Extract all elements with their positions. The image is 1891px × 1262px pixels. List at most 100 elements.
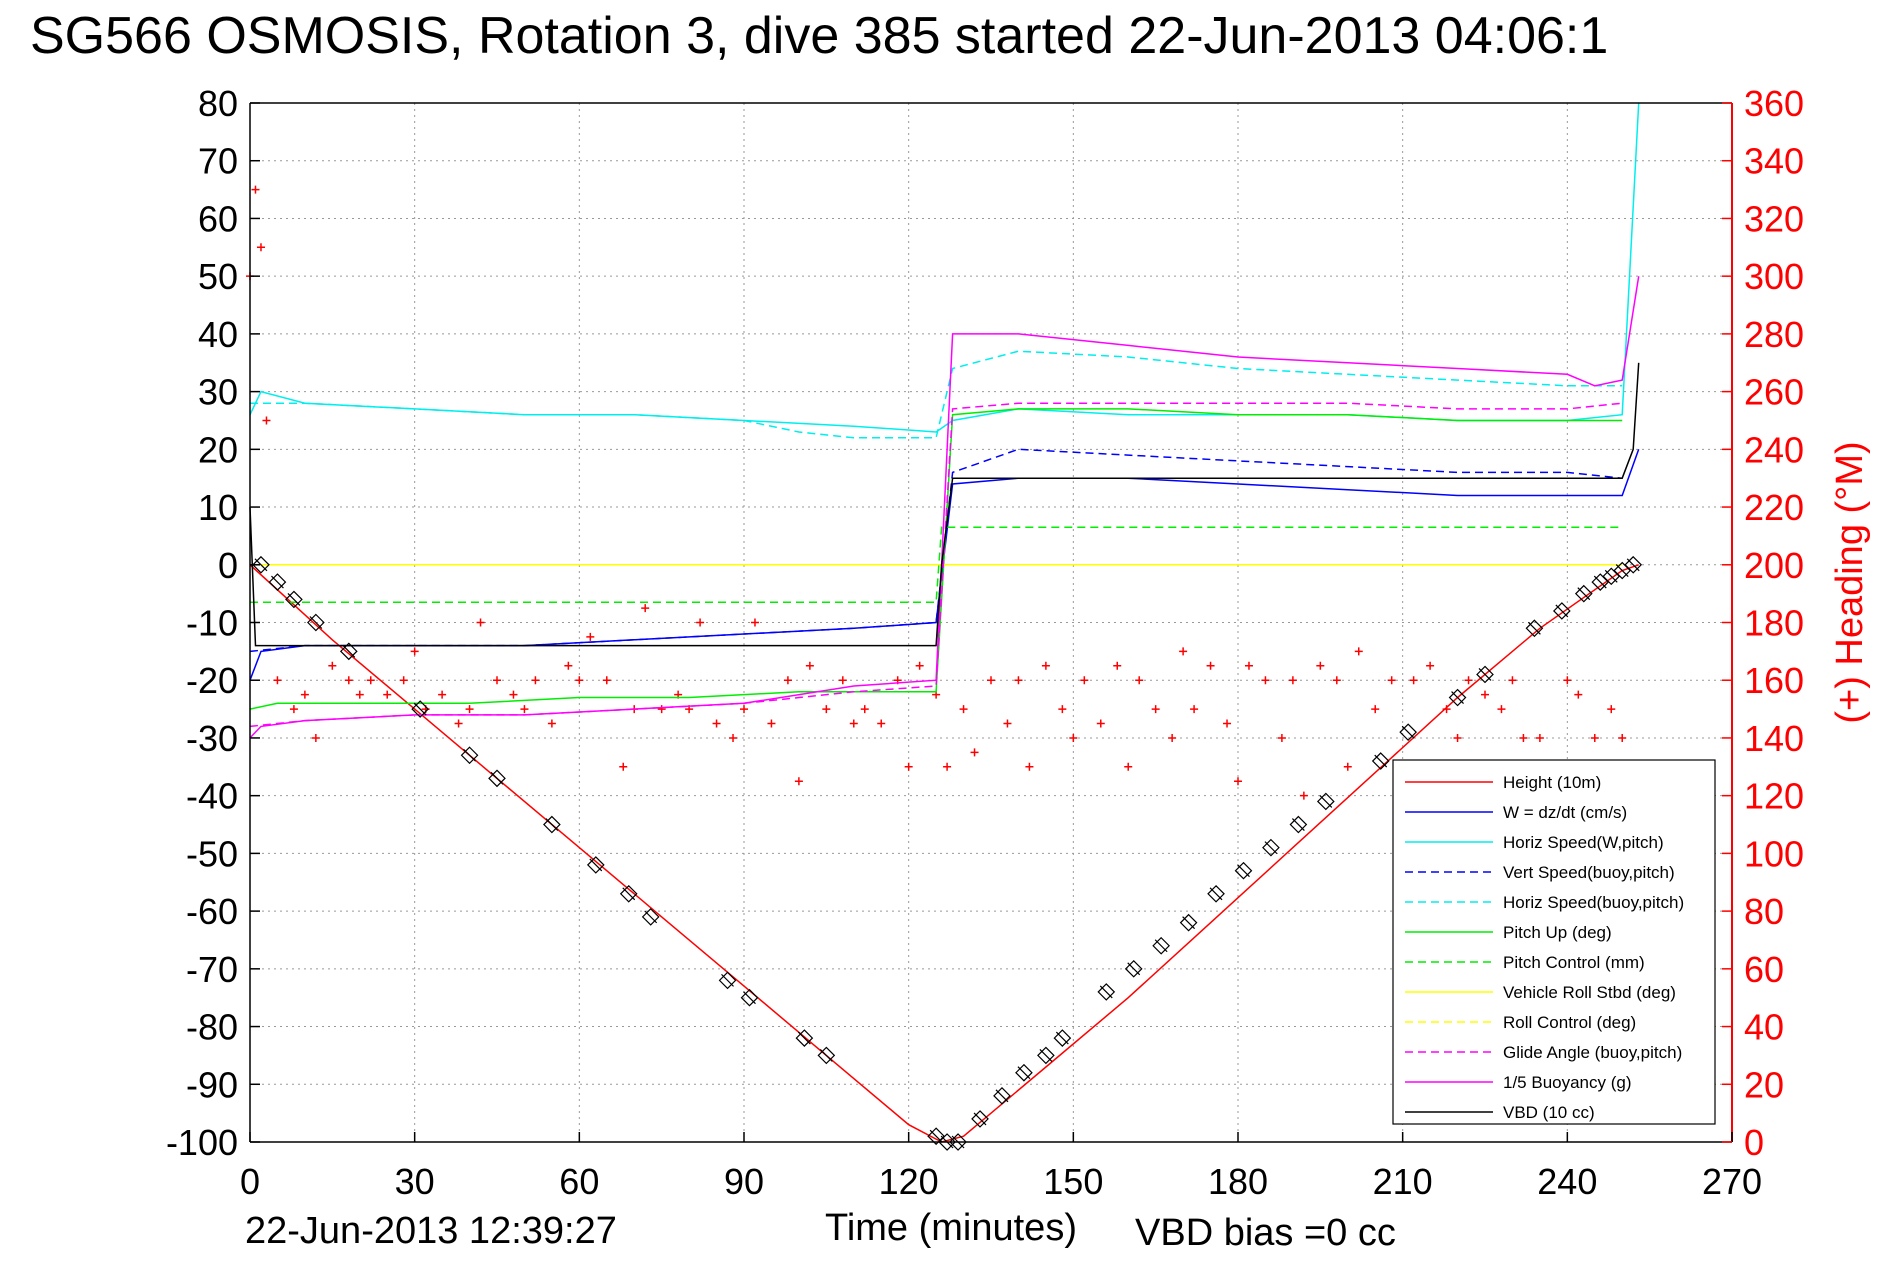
legend-label: Vert Speed(buoy,pitch) xyxy=(1503,863,1675,882)
heading-point xyxy=(1223,719,1232,728)
series-line xyxy=(250,526,1623,604)
heading-point xyxy=(805,661,814,670)
height-sample-marker xyxy=(619,884,638,903)
heading-point xyxy=(251,185,260,194)
heading-point xyxy=(531,676,540,685)
y-right-tick-label: 280 xyxy=(1744,314,1804,355)
heading-point xyxy=(1590,733,1599,742)
heading-point xyxy=(1464,676,1473,685)
y-tick-label: -40 xyxy=(186,776,238,817)
heading-point xyxy=(1124,762,1133,771)
legend-label: Pitch Control (mm) xyxy=(1503,953,1645,972)
y-right-tick-label: 240 xyxy=(1744,429,1804,470)
height-sample-marker xyxy=(740,988,759,1007)
heading-point xyxy=(767,719,776,728)
y-right-tick-label: 180 xyxy=(1744,603,1804,644)
heading-point xyxy=(328,661,337,670)
y-right-tick-label: 140 xyxy=(1744,718,1804,759)
heading-point xyxy=(1277,733,1286,742)
height-sample-marker xyxy=(1399,723,1418,742)
heading-point xyxy=(1508,676,1517,685)
x-tick-label: 30 xyxy=(395,1161,435,1202)
heading-point xyxy=(602,676,611,685)
y-tick-label: -50 xyxy=(186,833,238,874)
legend-box xyxy=(1392,759,1716,1125)
height-sample-marker xyxy=(1097,983,1116,1001)
legend-label: Pitch Up (deg) xyxy=(1503,923,1612,942)
heading-point xyxy=(1244,661,1253,670)
y-right-tick-label: 300 xyxy=(1744,256,1804,297)
heading-point xyxy=(454,719,463,728)
heading-point xyxy=(877,719,886,728)
x-tick-label: 90 xyxy=(724,1161,764,1202)
heading-point xyxy=(1096,719,1105,728)
heading-point xyxy=(1113,661,1122,670)
y-right-tick-label: 40 xyxy=(1744,1007,1784,1048)
y-tick-label: -70 xyxy=(186,949,238,990)
heading-point xyxy=(1316,661,1325,670)
y-tick-label: 60 xyxy=(198,198,238,239)
y-tick-label: 70 xyxy=(198,141,238,182)
heading-point xyxy=(1607,705,1616,714)
heading-point xyxy=(289,705,298,714)
height-sample-marker xyxy=(1262,838,1280,857)
heading-point xyxy=(344,676,353,685)
x-tick-label: 120 xyxy=(879,1161,939,1202)
heading-point xyxy=(1371,705,1380,714)
heading-point xyxy=(860,705,869,714)
y-right-tick-label: 220 xyxy=(1744,487,1804,528)
heading-point xyxy=(1535,733,1544,742)
height-sample-marker xyxy=(1448,688,1467,707)
y-axis-right-label: (+) Heading (°M) xyxy=(1829,441,1871,723)
y-right-tick-label: 100 xyxy=(1744,833,1804,874)
y-tick-label: 30 xyxy=(198,372,238,413)
height-sample-marker xyxy=(1015,1063,1033,1082)
x-tick-label: 240 xyxy=(1537,1161,1597,1202)
heading-point xyxy=(1453,733,1462,742)
series-line xyxy=(250,350,1623,439)
height-sample-marker xyxy=(1234,861,1253,880)
height-sample-marker xyxy=(971,1110,989,1128)
heading-point xyxy=(1151,705,1160,714)
y-tick-label: -60 xyxy=(186,891,238,932)
heading-point xyxy=(943,762,952,771)
heading-point xyxy=(1563,676,1572,685)
heading-point xyxy=(564,661,573,670)
heading-point xyxy=(959,705,968,714)
x-tick-label: 210 xyxy=(1373,1161,1433,1202)
heading-point xyxy=(750,618,759,627)
height-sample-marker xyxy=(1289,815,1308,834)
y-right-tick-label: 120 xyxy=(1744,776,1804,817)
legend-label: 1/5 Buoyancy (g) xyxy=(1503,1073,1632,1092)
height-sample-marker xyxy=(1124,959,1143,978)
heading-point xyxy=(1519,733,1528,742)
legend-label: Height (10m) xyxy=(1503,773,1601,792)
heading-point xyxy=(657,705,666,714)
height-sample-marker xyxy=(339,642,358,661)
y-right-tick-label: 200 xyxy=(1744,545,1804,586)
x-tick-label: 180 xyxy=(1208,1161,1268,1202)
heading-point xyxy=(641,604,650,613)
heading-point xyxy=(1574,690,1583,699)
heading-point xyxy=(1025,762,1034,771)
y-tick-label: -30 xyxy=(186,718,238,759)
series-line xyxy=(249,362,1640,647)
heading-point xyxy=(740,705,748,714)
x-tick-label: 270 xyxy=(1702,1161,1762,1202)
y-tick-label: 50 xyxy=(198,256,238,297)
y-right-tick-label: 60 xyxy=(1744,949,1784,990)
heading-point xyxy=(1354,647,1363,656)
heading-point xyxy=(849,719,858,728)
legend-label: Horiz Speed(buoy,pitch) xyxy=(1503,893,1684,912)
legend-label: Glide Angle (buoy,pitch) xyxy=(1503,1043,1682,1062)
y-right-tick-label: 360 xyxy=(1744,83,1804,124)
heading-point xyxy=(1299,791,1308,800)
y-tick-label: -20 xyxy=(186,660,238,701)
heading-point xyxy=(383,690,392,699)
heading-point xyxy=(438,690,447,699)
heading-point xyxy=(1481,690,1489,699)
heading-point xyxy=(1288,676,1297,685)
height-sample-marker xyxy=(1574,584,1593,603)
height-sample-marker xyxy=(795,1029,814,1047)
heading-point xyxy=(1168,733,1177,742)
